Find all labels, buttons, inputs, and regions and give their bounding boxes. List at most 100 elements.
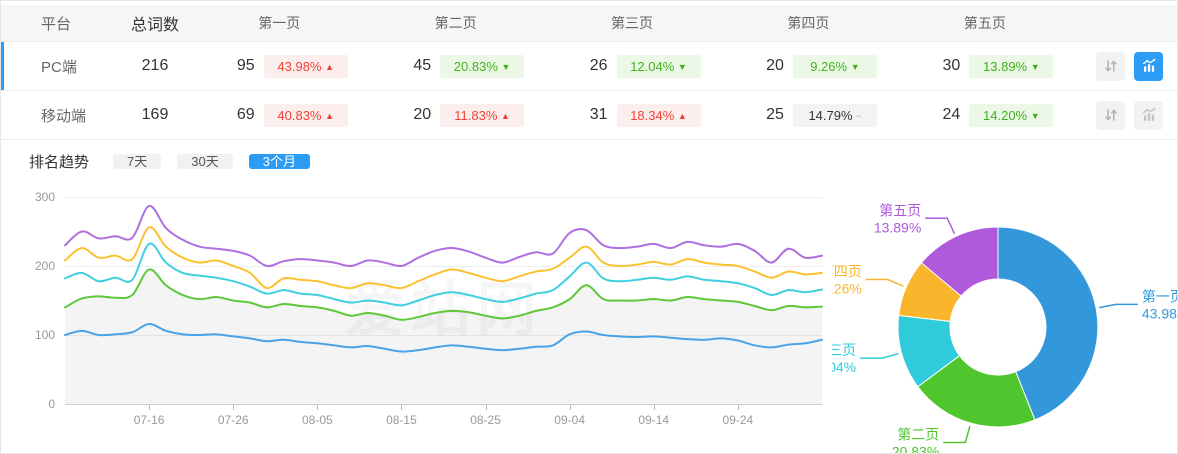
- donut-slice-第一页[interactable]: [997, 226, 1099, 421]
- trend-chart-icon: [1142, 58, 1155, 72]
- gridline-200: [65, 265, 822, 267]
- tab-7天[interactable]: 7天: [113, 153, 162, 169]
- page-count: 20: [766, 57, 784, 74]
- donut-label-name: 第四页: [832, 263, 862, 279]
- dash-icon: −: [856, 110, 862, 121]
- row-actions: [1073, 100, 1177, 130]
- page-cell-4: 20 9.26% ▼: [720, 54, 896, 78]
- tab-30天[interactable]: 30天: [177, 153, 233, 169]
- gridline-300: [65, 197, 822, 198]
- page-cell-4: 25 14.79% −: [720, 103, 896, 127]
- table-row-PC端[interactable]: PC端 216 95 43.98% ▲ 45 20.83% ▼ 26 12.04% ▼ 20 9.…: [1, 41, 1177, 90]
- donut-label-name: 第三页: [832, 342, 856, 358]
- x-tick: [233, 405, 235, 410]
- label-leader-line: [1099, 303, 1138, 309]
- header-total-words: 总词数: [130, 17, 179, 34]
- page-cell-1: 69 40.83% ▲: [191, 103, 367, 127]
- arrow-down-icon: ▼: [1030, 110, 1040, 121]
- label-leader-line: [860, 352, 899, 359]
- x-axis-label: 07-16: [133, 413, 165, 427]
- trend-range-tabs: 7天 30天 3个月: [113, 149, 326, 175]
- x-tick: [737, 405, 739, 410]
- x-axis-label: 08-25: [470, 413, 501, 427]
- page-cell-2: 20 11.83% ▲: [367, 103, 543, 127]
- table-header-row: 平台 总词数 第一页 第二页 第三页 第四页 第五页: [1, 5, 1177, 41]
- x-tick: [149, 405, 151, 410]
- table-row-移动端[interactable]: 移动端 169 69 40.83% ▲ 20 11.83% ▲ 31 18.34% ▲ 25 14…: [1, 90, 1177, 139]
- y-axis-label: 200: [34, 258, 55, 273]
- total-words-value: 216: [141, 57, 169, 74]
- x-tick: [569, 405, 571, 410]
- line-series-第四页: [65, 227, 822, 288]
- show-trend-chart-button[interactable]: [1134, 100, 1164, 130]
- arrow-up-icon: ▲: [501, 110, 510, 121]
- percent-badge-flat: 14.79% −: [792, 103, 877, 127]
- y-axis-label: 300: [34, 190, 55, 204]
- arrow-up-icon: ▲: [325, 61, 335, 72]
- percent-badge-up: 18.34% ▲: [616, 103, 701, 127]
- page-cell-3: 26 12.04% ▼: [544, 54, 720, 78]
- donut-label-pct: 13.89%: [874, 219, 921, 235]
- line-series-第三页: [65, 244, 822, 306]
- show-trend-chart-button[interactable]: [1134, 51, 1164, 81]
- gridline-100: [65, 334, 822, 336]
- arrow-down-icon: ▼: [1030, 61, 1040, 72]
- ranking-table: PC端 216 95 43.98% ▲ 45 20.83% ▼ 26 12.04% ▼ 20 9.…: [1, 41, 1177, 139]
- percent-badge-up: 11.83% ▲: [440, 103, 525, 127]
- page-cell-3: 31 18.34% ▲: [544, 103, 720, 127]
- header-platform: 平台: [41, 15, 72, 33]
- x-axis-label: 09-24: [722, 413, 754, 427]
- header-page-2: 第二页: [434, 15, 477, 31]
- sort-arrows-icon: [1104, 60, 1117, 72]
- y-axis-label: 100: [34, 327, 55, 342]
- arrow-down-icon: ▼: [850, 61, 860, 72]
- percent-badge-down: 9.26% ▼: [792, 54, 877, 78]
- label-leader-line: [865, 278, 904, 287]
- donut-label-pct: 9.26%: [832, 280, 862, 296]
- donut-slice-第五页[interactable]: [920, 226, 999, 297]
- page-count: 30: [942, 57, 961, 74]
- trend-section-title: 排名趋势: [29, 154, 90, 171]
- page-cell-2: 45 20.83% ▼: [367, 54, 543, 78]
- donut-label-name: 第一页: [1142, 288, 1177, 304]
- percent-badge-down: 12.04% ▼: [616, 54, 701, 78]
- platform-label: PC端: [41, 58, 77, 76]
- page-cell-5: 24 14.20% ▼: [897, 103, 1073, 127]
- x-axis-label: 08-15: [386, 413, 417, 427]
- header-page-5: 第五页: [963, 15, 1006, 31]
- platform-label: 移动端: [41, 107, 87, 125]
- arrow-up-icon: ▲: [677, 110, 687, 121]
- percent-badge-up: 40.83% ▲: [263, 103, 348, 127]
- page-count: 26: [589, 57, 608, 74]
- donut-label-name: 第二页: [897, 426, 939, 442]
- percent-badge-up: 43.98% ▲: [263, 54, 348, 78]
- x-axis: 07-16 07-26 08-05 08-15 08-25 09-04 09-14 09-24: [65, 405, 822, 435]
- x-axis-label: 07-26: [217, 413, 249, 427]
- page-count: 25: [766, 106, 784, 123]
- x-tick: [653, 405, 655, 410]
- y-axis-label: 0: [48, 397, 55, 411]
- sort-arrows-icon: [1104, 109, 1117, 121]
- page-cell-1: 95 43.98% ▲: [191, 54, 367, 78]
- arrow-up-icon: ▲: [325, 110, 335, 121]
- donut-label-pct: 20.83%: [892, 443, 939, 454]
- sort-button[interactable]: [1096, 100, 1126, 130]
- line-series-svg: [65, 197, 822, 404]
- arrow-down-icon: ▼: [677, 61, 687, 72]
- donut-slice-第二页[interactable]: [917, 355, 1036, 428]
- donut-label-name: 第五页: [879, 202, 921, 218]
- header-page-1: 第一页: [258, 15, 301, 31]
- tab-3个月[interactable]: 3个月: [248, 153, 310, 169]
- percent-badge-down: 20.83% ▼: [440, 54, 525, 78]
- arrow-down-icon: ▼: [501, 61, 511, 72]
- page-count: 45: [413, 57, 432, 74]
- page-cell-5: 30 13.89% ▼: [897, 54, 1073, 78]
- sort-button[interactable]: [1096, 51, 1126, 81]
- donut-label-pct: 43.98%: [1142, 305, 1177, 321]
- page-count: 69: [236, 106, 255, 123]
